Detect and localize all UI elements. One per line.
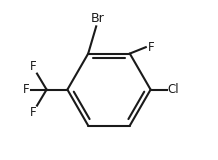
Text: F: F (23, 83, 30, 96)
Text: F: F (147, 41, 154, 54)
Text: F: F (30, 106, 36, 119)
Text: Br: Br (91, 12, 105, 25)
Text: F: F (30, 60, 36, 73)
Text: Cl: Cl (167, 83, 179, 96)
